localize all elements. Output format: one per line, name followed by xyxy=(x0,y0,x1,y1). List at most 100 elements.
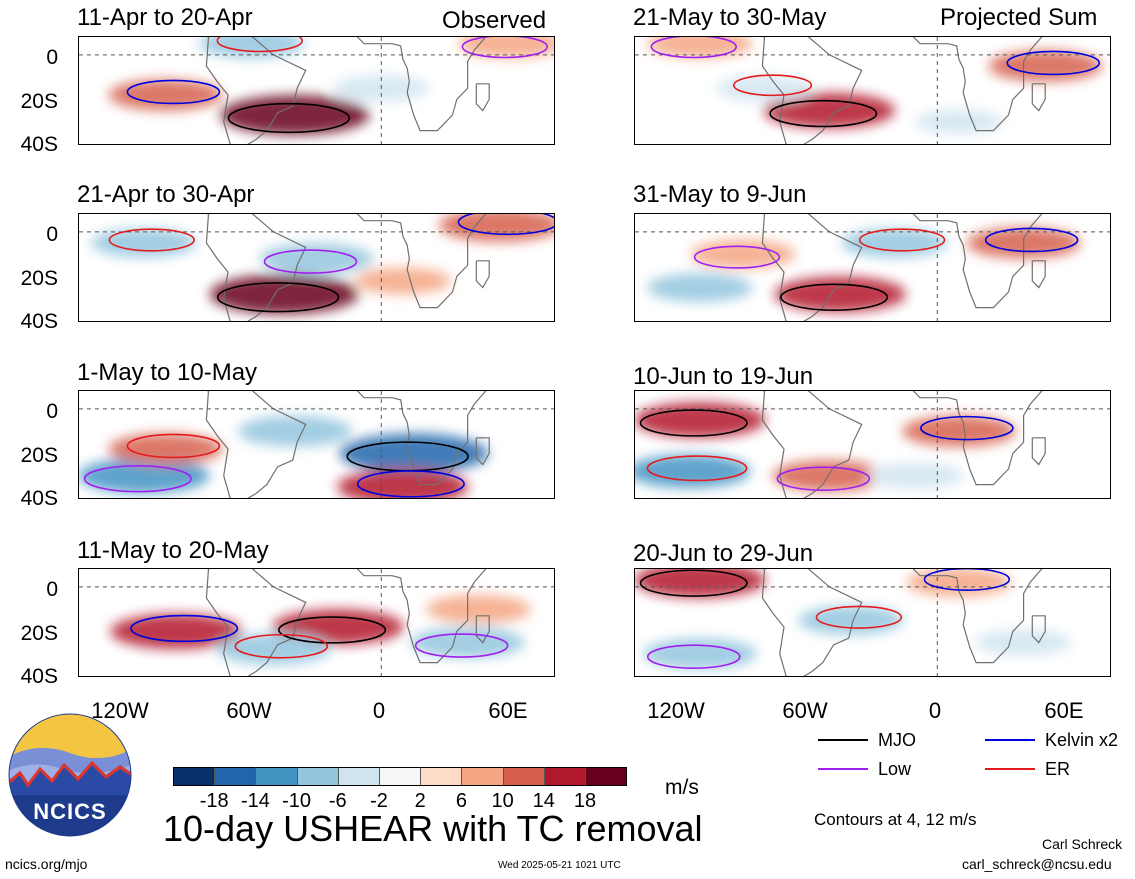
y-tick-label: 0 xyxy=(46,46,58,69)
x-tick-label: 60W xyxy=(226,698,272,723)
coastline xyxy=(912,569,1043,664)
coastline xyxy=(1031,83,1046,112)
ncics-logo: NCICS xyxy=(8,713,132,837)
shading-blob xyxy=(647,273,753,302)
contour-line xyxy=(457,214,554,236)
coastline xyxy=(205,569,307,676)
x-tick-label: 0 xyxy=(372,698,386,723)
x-tick-label: 120W xyxy=(647,698,705,723)
panel-title: 1-May to 10-May xyxy=(77,359,258,386)
coastline xyxy=(205,391,307,498)
author-email[interactable]: carl_schreck@ncsu.edu xyxy=(962,856,1112,872)
contour-line xyxy=(769,99,878,128)
contour-line xyxy=(650,37,737,59)
panel-title: 11-Apr to 20-Apr xyxy=(77,4,253,31)
map-panel xyxy=(78,390,555,499)
shading-blob xyxy=(841,228,947,258)
logo-text: NCICS xyxy=(33,799,107,824)
panel-title: 10-Jun to 19-Jun xyxy=(633,363,814,390)
contour-line xyxy=(920,415,1014,441)
contour-line xyxy=(126,433,221,459)
x-tick-label: 60E xyxy=(1044,698,1084,723)
colorbar-cell xyxy=(585,767,628,786)
contour-line xyxy=(815,605,903,629)
colorbar-cell xyxy=(173,767,216,786)
contour-line xyxy=(278,616,387,644)
observed-tag: Observed xyxy=(442,7,547,34)
contour-line xyxy=(108,228,195,252)
legend-swatch-er xyxy=(985,768,1035,770)
coastline xyxy=(356,37,487,132)
x-tick-label: 120W xyxy=(91,698,149,723)
coastline xyxy=(1031,260,1046,289)
projected-sum-tag: Projected Sum xyxy=(940,4,1098,31)
author: Carl Schreck xyxy=(1042,836,1123,852)
y-tick-label: 20S xyxy=(20,622,58,645)
coastline xyxy=(761,37,863,144)
map-svg xyxy=(635,37,1110,144)
contour-line xyxy=(1006,50,1101,76)
contour-line xyxy=(263,249,358,274)
shading-blob xyxy=(867,462,964,490)
shading-blob xyxy=(906,569,1012,597)
coastline xyxy=(912,37,1043,132)
colorbar-unit: m/s xyxy=(665,776,699,799)
coastline xyxy=(475,437,490,466)
contour-line xyxy=(234,633,329,659)
colorbar-tick-label: 2 xyxy=(414,790,426,812)
map-panel xyxy=(634,36,1111,145)
legend-label-kelvin: Kelvin x2 xyxy=(1045,730,1119,750)
map-svg xyxy=(635,569,1110,676)
contour-line xyxy=(858,228,946,252)
coastline xyxy=(205,214,307,321)
contour-line xyxy=(639,569,748,597)
coastline xyxy=(912,214,1043,309)
contour-line xyxy=(356,470,465,498)
colorbar-cell xyxy=(461,767,504,786)
coastline xyxy=(356,391,487,486)
colorbar-tick-label: -18 xyxy=(199,790,229,812)
coastline xyxy=(912,391,1043,486)
y-tick-label: 20S xyxy=(20,267,58,290)
contour-line xyxy=(126,79,221,105)
legend-label-er: ER xyxy=(1045,759,1071,779)
legend-swatch-kelvin xyxy=(985,739,1035,741)
coastline xyxy=(475,615,490,644)
panel-title: 11-May to 20-May xyxy=(77,537,269,564)
contour-line xyxy=(216,37,303,53)
shading-blob xyxy=(975,629,1072,656)
legend-label-mjo: MJO xyxy=(878,730,916,750)
map-svg xyxy=(79,391,554,498)
colorbar-cell xyxy=(255,767,298,786)
colorbar-tick-label: -14 xyxy=(240,790,270,812)
x-tick-label: 60W xyxy=(782,698,828,723)
contour-line xyxy=(646,644,741,670)
map-svg xyxy=(635,391,1110,498)
y-tick-label: 20S xyxy=(20,90,58,113)
coastline xyxy=(475,260,490,289)
coastline xyxy=(761,214,863,321)
shading-blob xyxy=(425,594,532,624)
coastline xyxy=(356,569,487,664)
contour-line xyxy=(984,227,1079,253)
contour-line xyxy=(227,102,351,134)
contour-line xyxy=(414,633,509,658)
coastline xyxy=(356,214,487,309)
coastline xyxy=(1031,437,1046,466)
colorbar-cell xyxy=(543,767,586,786)
contour-line xyxy=(732,74,813,97)
contour-line xyxy=(461,37,549,59)
y-tick-label: 0 xyxy=(46,578,58,601)
map-svg xyxy=(79,214,554,321)
colorbar-tick-label: -10 xyxy=(282,790,312,812)
shading-blob xyxy=(635,569,766,598)
coastline xyxy=(1031,615,1046,644)
x-tick-label: 60E xyxy=(488,698,528,723)
shading-blob xyxy=(647,37,753,59)
map-svg xyxy=(79,569,554,676)
legend-label-low: Low xyxy=(878,759,912,779)
y-tick-label: 0 xyxy=(46,223,58,246)
site-link[interactable]: ncics.org/mjo xyxy=(5,856,88,872)
contour-line xyxy=(923,569,1011,591)
map-panel xyxy=(78,213,555,322)
